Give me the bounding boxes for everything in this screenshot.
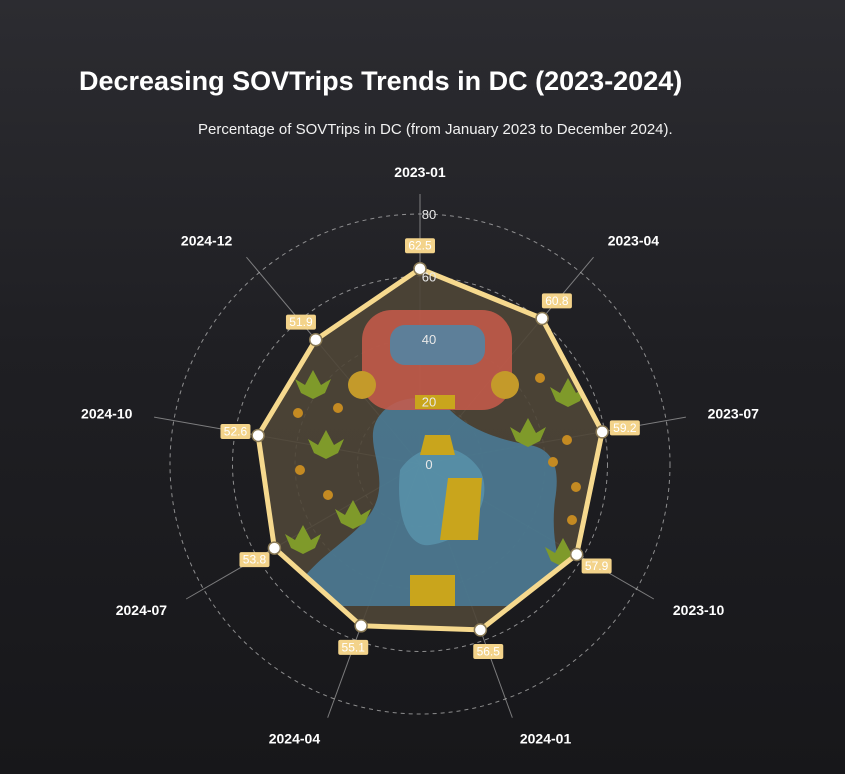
value-label: 52.6 <box>220 423 251 439</box>
value-label-box <box>473 644 504 660</box>
category-label: 2024-10 <box>81 405 133 421</box>
plant-icons <box>285 370 586 567</box>
road-marking-1 <box>415 395 455 409</box>
value-label-box <box>609 420 640 436</box>
value-label-text: 57.9 <box>585 559 609 573</box>
data-point <box>473 623 488 637</box>
category-label: 2024-12 <box>181 232 233 248</box>
radial-ticks: 0 20 40 60 80 <box>422 207 436 472</box>
data-point <box>535 311 549 326</box>
data-point <box>354 619 368 633</box>
value-label: 56.5 <box>473 644 504 660</box>
category-label: 2023-07 <box>708 405 760 421</box>
radial-tick-label: 60 <box>422 270 436 285</box>
series-line <box>255 266 605 633</box>
data-point <box>251 428 265 443</box>
value-label-text: 60.8 <box>545 294 569 308</box>
car-road-illustration <box>285 310 586 606</box>
radial-tick-label: 0 <box>425 457 432 472</box>
value-label-box <box>405 238 435 254</box>
value-label-box <box>220 423 251 439</box>
data-point <box>267 541 282 555</box>
value-label: 59.2 <box>609 420 640 436</box>
data-point <box>413 261 427 276</box>
radial-tick-label: 80 <box>422 207 436 222</box>
value-label: 62.5 <box>405 238 435 254</box>
value-label-box <box>541 293 572 309</box>
car-headlight-left-icon <box>348 371 376 399</box>
value-label-text: 55.1 <box>342 640 366 654</box>
value-label-text: 51.9 <box>289 315 313 329</box>
radial-tick-label: 20 <box>422 395 436 410</box>
flower-dots <box>293 373 581 525</box>
value-label-text: 59.2 <box>613 421 637 435</box>
value-label-box <box>239 552 270 568</box>
category-label: 2023-01 <box>394 164 446 180</box>
value-label-text: 62.5 <box>408 239 432 253</box>
road-marking-3 <box>440 478 482 540</box>
data-layer <box>251 261 609 637</box>
label-layer: 62.5 60.8 59.2 57.9 56.5 55.1 53.8 52.6 51.9 2023… <box>81 164 759 746</box>
category-label: 2023-04 <box>608 232 660 248</box>
chart-subtitle: Percentage of SOVTrips in DC (from Janua… <box>198 121 673 138</box>
value-label: 57.9 <box>581 558 612 574</box>
car-headlight-right-icon <box>491 371 519 399</box>
category-label: 2024-07 <box>116 602 168 618</box>
category-label: 2023-10 <box>673 602 725 618</box>
category-label: 2024-01 <box>520 730 572 746</box>
value-label-box <box>338 639 369 655</box>
category-label: 2024-04 <box>269 730 321 746</box>
car-window <box>390 325 485 365</box>
data-point <box>569 547 584 562</box>
radial-tick-label: 40 <box>422 332 436 347</box>
value-label: 60.8 <box>541 293 572 309</box>
value-label-text: 52.6 <box>224 424 248 438</box>
data-point <box>595 425 609 439</box>
road-marking-4 <box>410 575 455 606</box>
data-point <box>308 333 323 347</box>
value-label-box <box>581 558 612 574</box>
value-label-text: 53.8 <box>243 553 267 567</box>
value-label: 55.1 <box>338 639 369 655</box>
chart-title: Decreasing SOVTrips Trends in DC (2023-2… <box>79 66 683 96</box>
value-label: 51.9 <box>285 314 316 330</box>
value-label-box <box>285 314 316 330</box>
road-marking-2 <box>420 435 455 455</box>
value-label: 53.8 <box>239 552 270 568</box>
value-label-text: 56.5 <box>477 645 501 659</box>
